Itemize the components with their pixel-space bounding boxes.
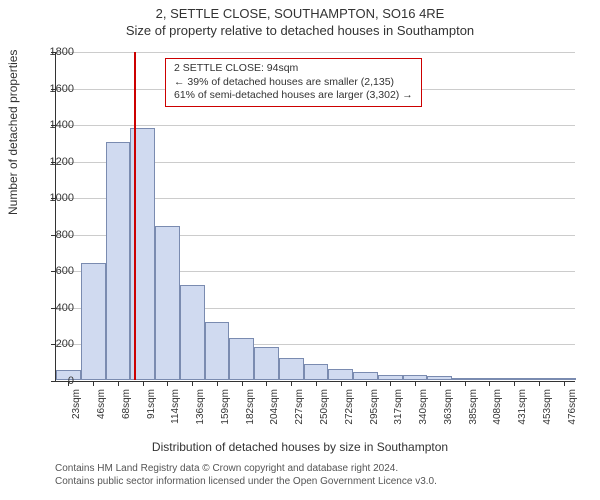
x-axis-label: Distribution of detached houses by size … <box>0 440 600 454</box>
x-tick <box>390 381 391 386</box>
chart-title: 2, SETTLE CLOSE, SOUTHAMPTON, SO16 4RE <box>0 0 600 21</box>
x-tick-label: 114sqm <box>170 389 181 424</box>
histogram-bar <box>205 322 230 380</box>
x-tick <box>564 381 565 386</box>
x-tick <box>291 381 292 386</box>
annotation-line2: ← 39% of detached houses are smaller (2,… <box>174 76 413 90</box>
x-tick-label: 340sqm <box>418 389 429 425</box>
x-tick <box>118 381 119 386</box>
histogram-bar <box>551 378 576 380</box>
x-tick <box>316 381 317 386</box>
y-tick-label: 200 <box>34 338 74 350</box>
annotation-line1: 2 SETTLE CLOSE: 94sqm <box>174 62 413 76</box>
x-tick-label: 204sqm <box>269 389 280 425</box>
x-tick-label: 159sqm <box>220 389 231 425</box>
histogram-bar <box>155 226 180 380</box>
x-tick-label: 182sqm <box>245 389 256 425</box>
x-tick <box>93 381 94 386</box>
x-tick <box>266 381 267 386</box>
x-tick <box>167 381 168 386</box>
y-tick-label: 800 <box>34 229 74 241</box>
x-tick <box>192 381 193 386</box>
histogram-bar <box>180 285 205 380</box>
y-tick-label: 1600 <box>34 83 74 95</box>
chart-subtitle: Size of property relative to detached ho… <box>0 23 600 38</box>
histogram-bar <box>229 338 254 380</box>
x-tick-label: 272sqm <box>344 389 355 425</box>
x-tick-label: 250sqm <box>319 389 330 425</box>
x-tick <box>539 381 540 386</box>
histogram-bar <box>81 263 106 380</box>
x-tick <box>514 381 515 386</box>
chart-area: 2 SETTLE CLOSE: 94sqm ← 39% of detached … <box>55 52 575 382</box>
histogram-bar <box>106 142 131 380</box>
histogram-bar <box>279 358 304 380</box>
y-tick-label: 400 <box>34 302 74 314</box>
histogram-bar <box>254 347 279 380</box>
x-tick-label: 431sqm <box>517 389 528 425</box>
chart-container: 2, SETTLE CLOSE, SOUTHAMPTON, SO16 4RE S… <box>0 0 600 500</box>
y-axis-label: Number of detached properties <box>6 50 20 215</box>
x-tick-label: 385sqm <box>468 389 479 425</box>
x-tick <box>242 381 243 386</box>
histogram-bar <box>452 378 477 380</box>
x-tick-label: 227sqm <box>294 389 305 425</box>
x-tick <box>415 381 416 386</box>
histogram-bar <box>477 378 502 380</box>
x-tick-label: 136sqm <box>195 389 206 425</box>
attribution-line1: Contains HM Land Registry data © Crown c… <box>55 462 437 475</box>
x-tick <box>143 381 144 386</box>
x-tick <box>341 381 342 386</box>
x-tick-label: 46sqm <box>96 389 107 419</box>
attribution-line2: Contains public sector information licen… <box>55 475 437 488</box>
y-tick-label: 1400 <box>34 119 74 131</box>
histogram-bar <box>403 375 428 380</box>
annotation-box: 2 SETTLE CLOSE: 94sqm ← 39% of detached … <box>165 58 422 107</box>
attribution: Contains HM Land Registry data © Crown c… <box>55 462 437 488</box>
x-tick-label: 317sqm <box>393 389 404 425</box>
histogram-bar <box>328 369 353 380</box>
x-tick-label: 408sqm <box>492 389 503 425</box>
y-tick-label: 1000 <box>34 192 74 204</box>
x-tick-label: 91sqm <box>146 389 157 419</box>
x-tick-label: 23sqm <box>71 389 82 419</box>
histogram-bar <box>304 364 329 380</box>
histogram-bar <box>378 375 403 380</box>
x-tick-label: 363sqm <box>443 389 454 425</box>
x-tick-label: 295sqm <box>369 389 380 425</box>
annotation-line3: 61% of semi-detached houses are larger (… <box>174 89 413 103</box>
x-tick <box>465 381 466 386</box>
histogram-bar <box>502 378 527 380</box>
y-tick-label: 1800 <box>34 46 74 58</box>
histogram-bar <box>427 376 452 380</box>
x-tick <box>366 381 367 386</box>
x-tick-label: 68sqm <box>121 389 132 419</box>
reference-line <box>134 52 136 380</box>
x-tick-label: 476sqm <box>567 389 578 425</box>
y-tick-label: 1200 <box>34 156 74 168</box>
x-tick <box>217 381 218 386</box>
y-tick-label: 600 <box>34 265 74 277</box>
x-tick-label: 453sqm <box>542 389 553 425</box>
histogram-bar <box>526 378 551 380</box>
y-tick-label: 0 <box>34 375 74 387</box>
x-tick <box>440 381 441 386</box>
x-tick <box>489 381 490 386</box>
histogram-bar <box>353 372 378 380</box>
